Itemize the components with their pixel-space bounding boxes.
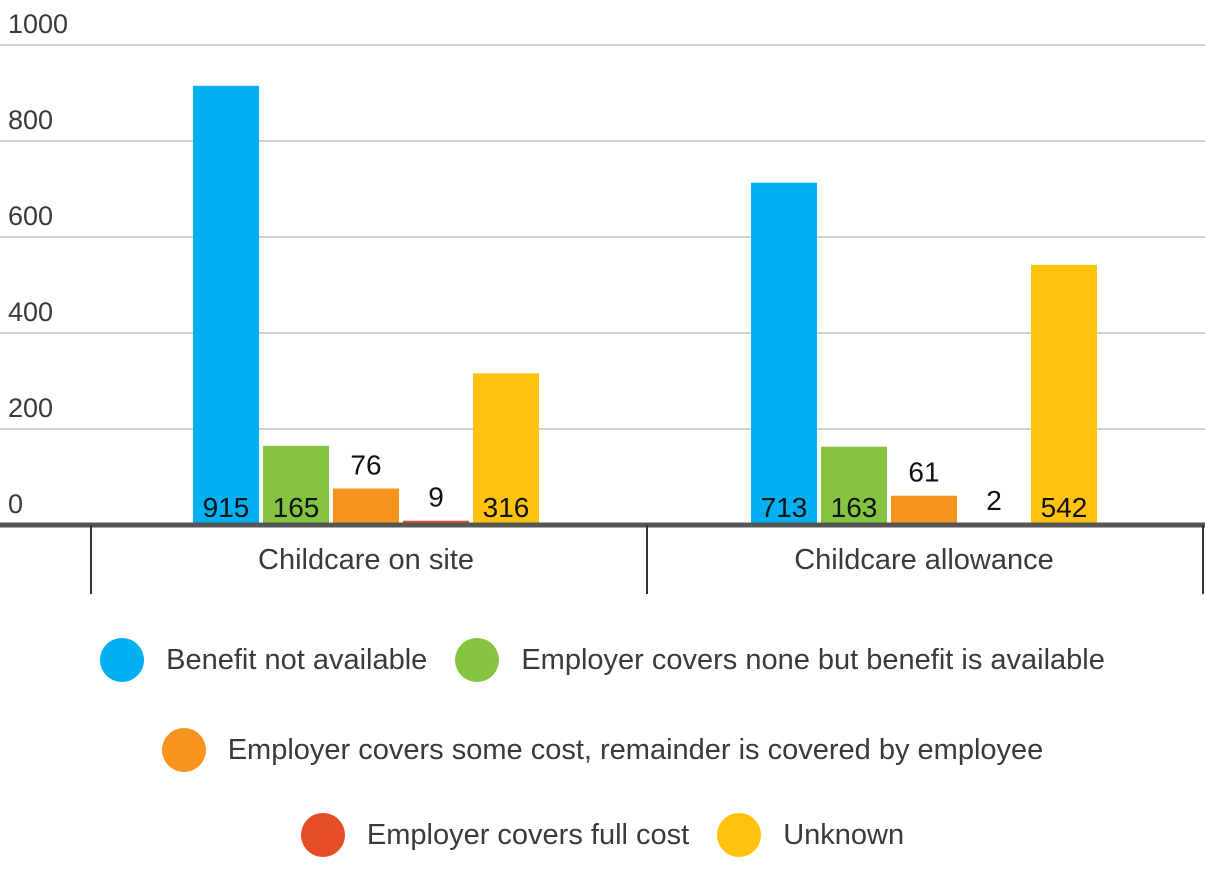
data-label: 713 xyxy=(761,492,808,523)
bar xyxy=(1031,264,1097,525)
data-label: 542 xyxy=(1041,492,1088,523)
x-tick-label: Childcare allowance xyxy=(794,544,1054,576)
data-label: 165 xyxy=(273,492,320,523)
legend-swatch xyxy=(300,813,345,857)
bar-chart: 0 200 400 600 800 1000 915 713 165 163 76 61 9 2 316 54… xyxy=(0,9,1205,594)
x-tick-label: Childcare on site xyxy=(258,544,474,576)
bar xyxy=(263,445,329,525)
data-label: 163 xyxy=(831,492,878,523)
data-label: 2 xyxy=(986,485,1002,516)
data-label: 915 xyxy=(203,492,250,523)
y-tick-label: 400 xyxy=(8,297,53,327)
data-label: 61 xyxy=(908,457,939,488)
legend-label: Unknown xyxy=(783,818,905,851)
legend-swatch xyxy=(717,813,762,857)
legend-label: Employer covers none but benefit is avai… xyxy=(521,643,1105,676)
legend-item: Employer covers full cost xyxy=(300,813,690,857)
legend-item: Benefit not available xyxy=(100,638,427,682)
bar xyxy=(891,495,957,525)
legend-row: Benefit not available Employer covers non… xyxy=(0,638,1205,682)
legend-swatch xyxy=(100,638,145,682)
y-tick-label: 800 xyxy=(8,105,53,135)
legend-item: Unknown xyxy=(717,813,904,857)
bar xyxy=(821,446,887,525)
legend-item: Employer covers none but benefit is avai… xyxy=(455,638,1105,682)
legend-row: Employer covers full cost Unknown xyxy=(0,813,1205,857)
legend-item: Employer covers some cost, remainder is … xyxy=(161,728,1044,772)
bar xyxy=(473,373,539,525)
bar xyxy=(333,488,399,525)
data-label: 316 xyxy=(483,492,530,523)
data-label: 76 xyxy=(350,450,381,481)
legend-swatch xyxy=(161,728,206,772)
y-tick-label: 200 xyxy=(8,393,53,423)
legend-swatch xyxy=(455,638,500,682)
bar xyxy=(751,182,817,525)
y-tick-label: 600 xyxy=(8,201,53,231)
y-tick-label: 1000 xyxy=(8,9,68,39)
y-tick-label: 0 xyxy=(8,489,23,519)
data-label: 9 xyxy=(428,482,444,513)
legend-label: Employer covers some cost, remainder is … xyxy=(227,733,1044,766)
legend-label: Benefit not available xyxy=(166,643,428,676)
legend-row: Employer covers some cost, remainder is … xyxy=(0,728,1205,772)
legend-label: Employer covers full cost xyxy=(366,818,690,851)
bar xyxy=(193,85,259,526)
